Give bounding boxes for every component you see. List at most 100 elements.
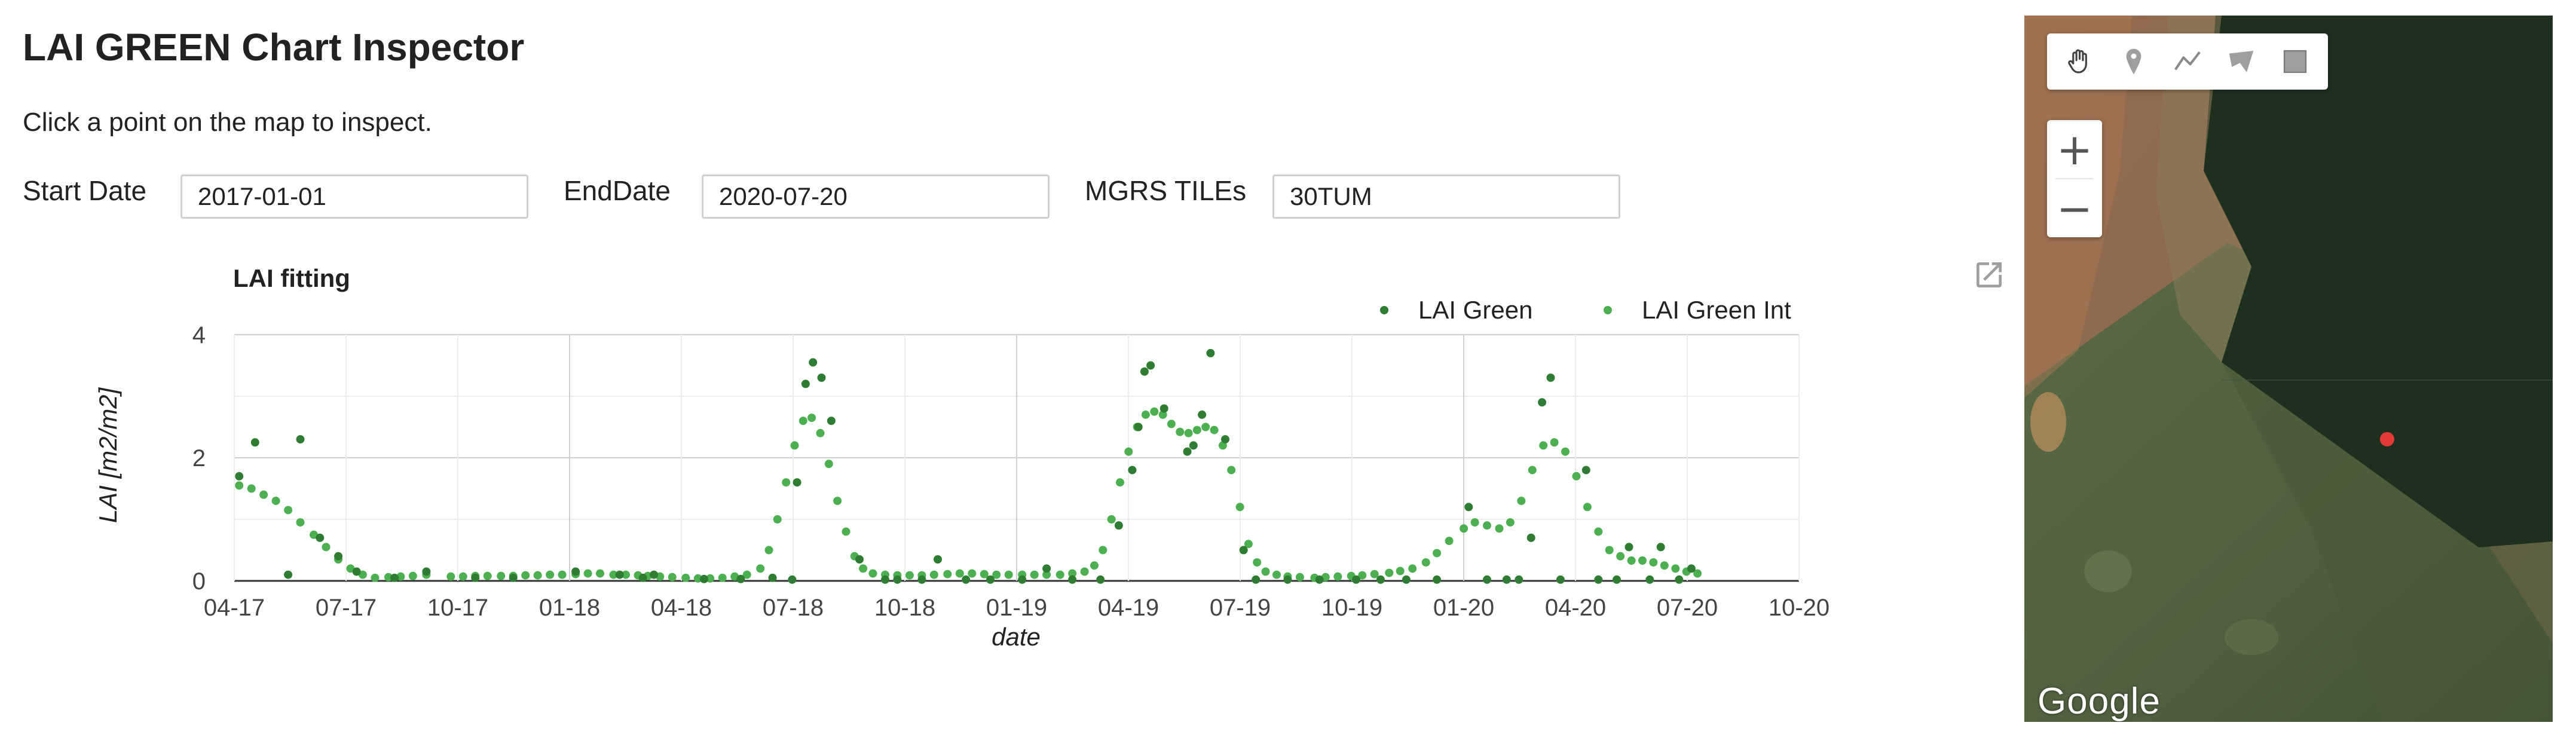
lai-green-point	[827, 417, 836, 425]
lai-green-int-point	[1358, 571, 1367, 580]
lai-green-int-point	[1433, 549, 1442, 558]
lai-green-point	[1687, 564, 1696, 573]
lai-green-int-point	[868, 569, 877, 578]
lai-green-int-point	[259, 490, 268, 499]
popout-icon[interactable]	[1972, 258, 2006, 292]
lai-green-point	[793, 478, 801, 487]
lai-green-int-point	[773, 515, 782, 523]
lai-green-point	[509, 573, 518, 582]
line-icon	[2174, 51, 2201, 71]
x-tick-label: 04-20	[1545, 595, 1606, 621]
instruction-text: Click a point on the map to inspect.	[23, 108, 432, 137]
lai-green-point	[1221, 435, 1229, 444]
lai-green-int-point	[1253, 558, 1262, 567]
lai-green-int-point	[968, 569, 977, 578]
lai-green-int-point	[842, 527, 850, 536]
x-tick-label: 10-17	[427, 595, 488, 621]
lai-green-int-point	[483, 571, 492, 580]
line-tool-button[interactable]	[2166, 40, 2209, 83]
marker-tool-button[interactable]	[2112, 40, 2155, 83]
lai-green-point	[650, 570, 659, 579]
lai-green-point	[1464, 503, 1473, 512]
lai-green-int-point	[1244, 540, 1253, 549]
lai-green-point	[962, 575, 971, 584]
lai-green-point	[1645, 575, 1654, 584]
lai-green-int-point	[782, 478, 791, 487]
polygon-tool-button[interactable]	[2220, 40, 2263, 83]
lai-green-int-point	[1649, 558, 1658, 567]
legend-label-lai-green: LAI Green	[1418, 296, 1532, 324]
y-axis-ticks: 0 2 4	[192, 322, 206, 595]
data-points	[235, 348, 1702, 584]
lai-green-point	[1315, 575, 1324, 584]
lai-green-int-point	[1116, 478, 1124, 487]
lai-green-int-point	[1176, 427, 1185, 436]
lai-green-point	[1526, 533, 1535, 542]
rectangle-tool-button[interactable]	[2274, 40, 2317, 83]
lai-green-int-point	[1638, 556, 1647, 565]
lai-green-int-point	[1056, 570, 1064, 579]
lai-green-point	[615, 570, 624, 579]
lai-green-int-point	[1616, 552, 1625, 561]
lai-chart: LAI fitting 024 04-17 07-17 10-17 01-18 04-1…	[94, 264, 1829, 651]
lai-green-int-point	[458, 572, 467, 581]
drawing-toolbar	[2047, 33, 2328, 90]
hand-tool-button[interactable]	[2058, 40, 2101, 83]
satellite-imagery[interactable]	[2024, 16, 2553, 722]
legend-marker-lai-green-int	[1604, 306, 1612, 314]
lai-green-point	[1402, 575, 1411, 584]
lai-green-int-point	[596, 569, 604, 578]
lai-green-point	[1656, 543, 1665, 552]
lai-green-point	[638, 573, 647, 582]
lai-green-point	[1515, 575, 1523, 584]
lai-green-point	[1128, 466, 1137, 474]
x-tick-label: 07-19	[1210, 595, 1271, 621]
y-axis-label: LAI [m2/m2]	[94, 387, 122, 523]
lai-green-point	[1433, 575, 1442, 584]
lai-green-int-point	[322, 543, 331, 552]
lai-green-point	[1538, 398, 1547, 407]
zoom-out-button[interactable]: −	[2056, 183, 2093, 234]
lai-green-int-point	[1627, 556, 1636, 565]
lai-green-int-point	[693, 574, 702, 583]
map-view[interactable]: + − Google	[2024, 16, 2553, 722]
lai-green-point	[1189, 441, 1198, 450]
lai-green-int-point	[992, 570, 1001, 579]
start-date-input[interactable]	[180, 174, 528, 219]
lai-green-point	[422, 567, 431, 576]
lai-green-int-point	[1517, 497, 1526, 506]
lai-green-point	[471, 573, 480, 582]
lai-green-int-point	[1004, 570, 1013, 579]
lai-green-point	[1134, 423, 1143, 431]
x-tick-label: 01-19	[986, 595, 1047, 621]
lai-green-int-point	[1528, 466, 1537, 474]
zoom-in-button[interactable]: +	[2056, 124, 2093, 174]
inspect-point-marker[interactable]	[2380, 432, 2394, 446]
lai-green-int-point	[446, 572, 455, 581]
lai-green-int-point	[859, 564, 868, 573]
end-date-input[interactable]	[702, 174, 1050, 219]
lai-green-int-point	[1227, 466, 1236, 474]
lai-green-point	[296, 435, 305, 444]
lai-green-int-point	[296, 518, 305, 527]
lai-green-int-point	[1445, 537, 1454, 546]
lai-green-point	[1252, 575, 1261, 584]
lai-green-int-point	[1192, 425, 1201, 434]
lai-green-int-point	[1385, 568, 1394, 577]
lai-green-point	[1183, 447, 1192, 456]
rectangle-icon	[2283, 50, 2307, 74]
lai-green-point	[1206, 348, 1215, 357]
lai-green-point	[250, 438, 259, 447]
lai-green-int-point	[807, 414, 816, 423]
lai-green-int-point	[718, 573, 727, 582]
lai-green-int-point	[943, 570, 952, 578]
lai-green-int-point	[1671, 564, 1680, 573]
lai-green-point	[1675, 575, 1684, 584]
chart-legend: LAI Green LAI Green Int	[1380, 296, 1791, 324]
lai-green-point	[1096, 575, 1105, 584]
lai-green-int-point	[764, 546, 773, 555]
mgrs-tiles-input[interactable]	[1272, 174, 1620, 219]
lai-green-int-point	[1295, 573, 1304, 581]
lai-green-int-point	[980, 570, 989, 578]
y-tick-label: 4	[192, 322, 206, 348]
